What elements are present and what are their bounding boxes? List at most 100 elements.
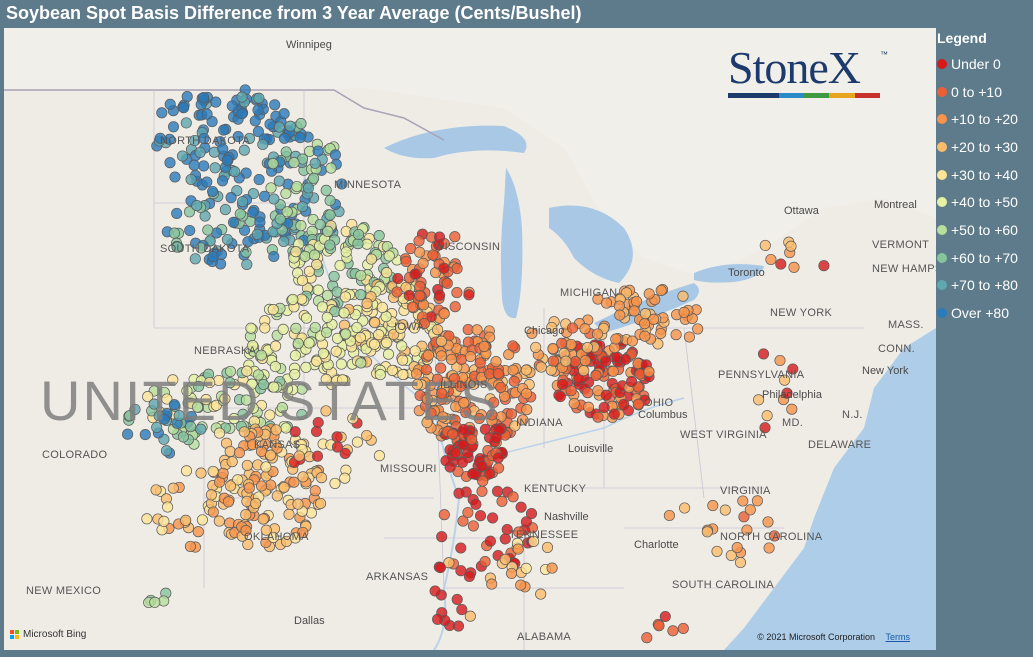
basis-point[interactable] (267, 531, 279, 543)
basis-point[interactable] (505, 567, 518, 579)
basis-point[interactable] (195, 242, 207, 254)
basis-point[interactable] (299, 250, 311, 262)
basis-point[interactable] (493, 462, 505, 474)
basis-point[interactable] (445, 353, 458, 365)
basis-point[interactable] (420, 364, 432, 376)
basis-point[interactable] (281, 206, 293, 218)
basis-point[interactable] (492, 452, 504, 464)
basis-point[interactable] (448, 373, 460, 385)
basis-point[interactable] (757, 348, 770, 360)
basis-point[interactable] (438, 262, 450, 274)
basis-point[interactable] (251, 228, 263, 240)
basis-point[interactable] (244, 132, 256, 144)
basis-point[interactable] (556, 337, 568, 349)
basis-point[interactable] (554, 391, 566, 403)
basis-point[interactable] (199, 210, 211, 222)
basis-point[interactable] (525, 508, 538, 520)
basis-point[interactable] (421, 393, 433, 405)
basis-point[interactable] (225, 192, 237, 204)
basis-point[interactable] (582, 401, 595, 413)
basis-point[interactable] (670, 329, 682, 341)
basis-point[interactable] (296, 201, 309, 213)
basis-point[interactable] (204, 376, 216, 389)
basis-point[interactable] (295, 118, 307, 130)
basis-point[interactable] (479, 556, 491, 568)
basis-point[interactable] (352, 238, 364, 250)
basis-point[interactable] (173, 409, 185, 422)
basis-point[interactable] (238, 144, 250, 156)
basis-point[interactable] (579, 323, 591, 335)
basis-point[interactable] (224, 377, 236, 389)
basis-point[interactable] (207, 251, 219, 263)
basis-point[interactable] (194, 146, 206, 158)
basis-point[interactable] (734, 556, 747, 569)
basis-point[interactable] (181, 91, 193, 103)
basis-point[interactable] (156, 107, 168, 119)
basis-point[interactable] (273, 121, 285, 133)
basis-point[interactable] (381, 267, 393, 279)
basis-point[interactable] (643, 366, 655, 378)
basis-point[interactable] (515, 501, 527, 513)
basis-point[interactable] (273, 175, 285, 187)
basis-point[interactable] (278, 481, 290, 494)
basis-point[interactable] (526, 327, 538, 339)
basis-point[interactable] (759, 239, 771, 251)
basis-point[interactable] (565, 385, 577, 397)
terms-link[interactable]: Terms (885, 632, 911, 642)
basis-point[interactable] (453, 487, 465, 499)
basis-point[interactable] (368, 338, 381, 350)
basis-point[interactable] (289, 426, 301, 438)
basis-point[interactable] (470, 498, 482, 510)
basis-point[interactable] (339, 472, 351, 484)
basis-point[interactable] (471, 324, 483, 336)
basis-point[interactable] (158, 413, 170, 425)
basis-point[interactable] (505, 408, 518, 420)
basis-point[interactable] (515, 579, 527, 591)
basis-point[interactable] (336, 178, 348, 190)
basis-point[interactable] (438, 509, 450, 521)
basis-point[interactable] (316, 301, 328, 313)
basis-point[interactable] (449, 231, 461, 243)
basis-point[interactable] (195, 423, 207, 435)
basis-point[interactable] (240, 509, 252, 521)
basis-point[interactable] (290, 322, 302, 334)
basis-point[interactable] (232, 474, 244, 486)
basis-point[interactable] (592, 411, 604, 423)
basis-point[interactable] (396, 340, 408, 352)
basis-point[interactable] (701, 526, 713, 538)
basis-point[interactable] (213, 515, 225, 527)
basis-point[interactable] (218, 124, 230, 136)
basis-point[interactable] (268, 193, 280, 205)
basis-point[interactable] (707, 500, 719, 512)
basis-point[interactable] (241, 258, 253, 270)
basis-point[interactable] (189, 253, 201, 265)
basis-point[interactable] (253, 174, 265, 186)
basis-point[interactable] (267, 158, 279, 170)
basis-point[interactable] (201, 176, 213, 188)
basis-point[interactable] (414, 246, 426, 258)
basis-point[interactable] (818, 260, 830, 272)
basis-point[interactable] (184, 540, 196, 552)
basis-point[interactable] (171, 207, 183, 219)
basis-point[interactable] (267, 304, 279, 316)
basis-point[interactable] (361, 297, 373, 309)
basis-point[interactable] (264, 409, 276, 421)
legend-item[interactable]: +10 to +20 (937, 105, 1033, 133)
basis-point[interactable] (788, 261, 800, 273)
basis-point[interactable] (151, 421, 163, 433)
basis-point[interactable] (667, 625, 679, 637)
basis-point[interactable] (226, 456, 238, 468)
basis-point[interactable] (312, 145, 324, 157)
basis-point[interactable] (162, 501, 174, 513)
basis-point[interactable] (335, 358, 347, 370)
basis-point[interactable] (628, 305, 640, 317)
basis-point[interactable] (217, 143, 229, 155)
basis-point[interactable] (464, 351, 477, 363)
basis-point[interactable] (202, 224, 214, 236)
basis-point[interactable] (479, 423, 491, 435)
basis-point[interactable] (340, 328, 352, 340)
basis-point[interactable] (547, 343, 559, 355)
basis-point[interactable] (312, 284, 324, 296)
basis-point[interactable] (268, 250, 280, 263)
basis-point[interactable] (455, 565, 467, 577)
